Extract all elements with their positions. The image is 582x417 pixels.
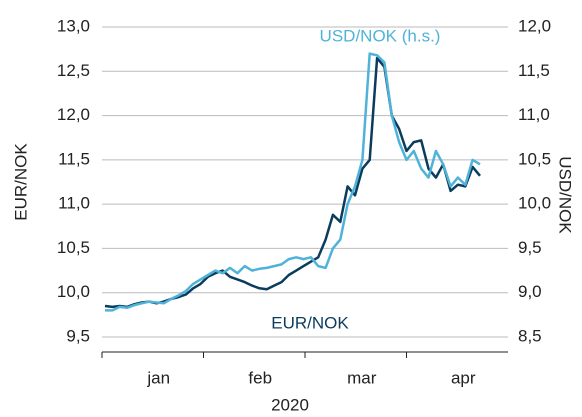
annotation: USD/NOK (h.s.) [320, 26, 441, 45]
x-tick-label: feb [248, 368, 272, 387]
annotation: EUR/NOK [271, 313, 349, 332]
y-axis-label: EUR/NOK [11, 143, 30, 221]
y-tick-label: 11,0 [58, 194, 90, 213]
y2-tick-label: 9,5 [518, 238, 542, 257]
y-tick-label: 10,5 [57, 238, 90, 257]
y-tick-label: 11,5 [58, 149, 90, 168]
y-tick-label: 10,0 [57, 282, 90, 301]
y-tick-label: 9,5 [66, 326, 90, 345]
y2-tick-label: 10,5 [518, 149, 551, 168]
y-tick-label: 13,0 [57, 16, 90, 35]
y-tick-label: 12,0 [57, 105, 90, 124]
x-axis-label: 2020 [271, 395, 309, 414]
y-tick-label: 12,5 [57, 61, 90, 80]
y2-axis-label: USD/NOK [556, 156, 575, 234]
y2-tick-label: 9,0 [518, 282, 542, 301]
x-tick-label: mar [347, 368, 377, 387]
y2-tick-label: 8,5 [518, 326, 542, 345]
line [104, 56, 481, 309]
line [105, 52, 481, 312]
y2-tick-label: 12,0 [518, 16, 551, 35]
y2-tick-label: 10,0 [518, 194, 551, 213]
y2-tick-label: 11,5 [518, 61, 550, 80]
y2-tick-label: 11,0 [518, 105, 550, 124]
x-tick-label: jan [146, 368, 170, 387]
x-tick-label: apr [451, 368, 476, 387]
